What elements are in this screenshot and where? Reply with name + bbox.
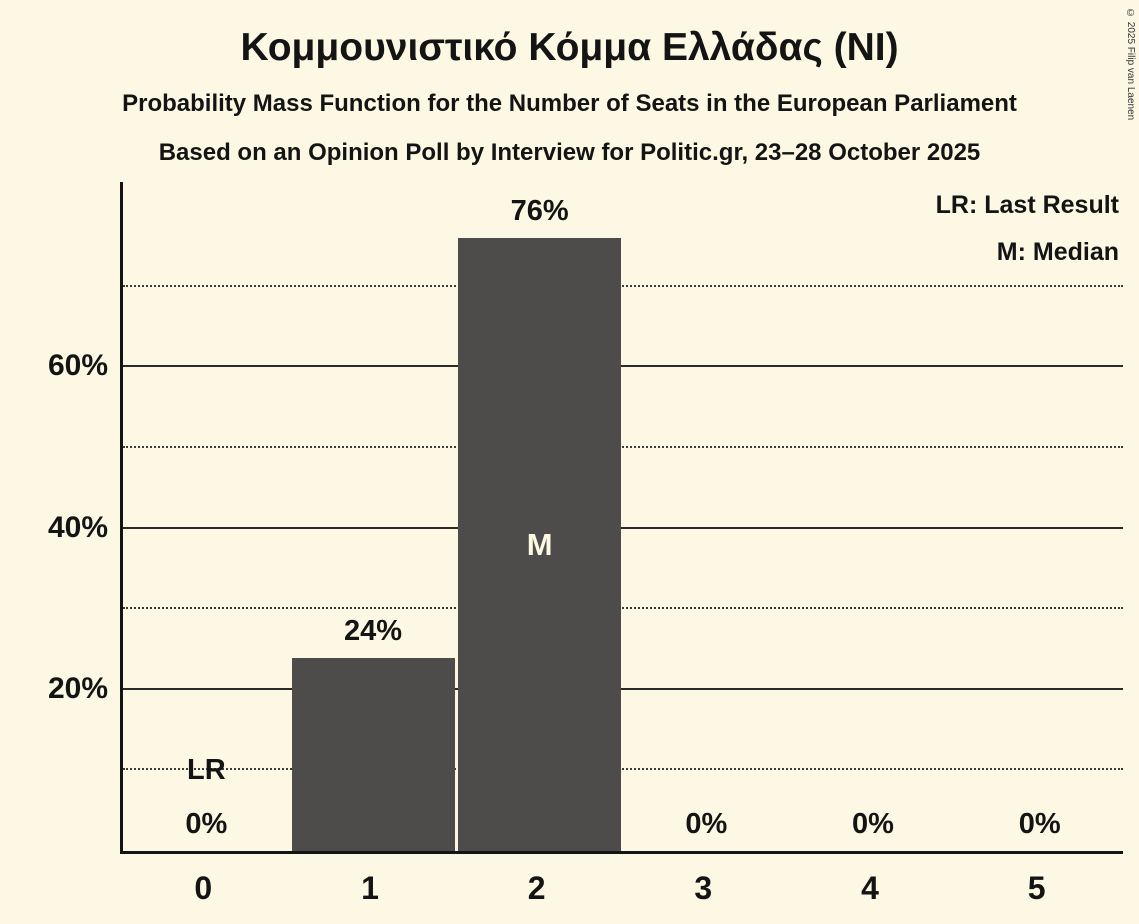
gridline-solid-60 [123,365,1123,368]
y-tick-label-20%: 20% [47,671,108,705]
gridline-dotted-10 [123,768,1123,771]
chart-title: Κομμουνιστικό Κόμμα Ελλάδας (NI) [240,26,899,69]
chart-source-line: Based on an Opinion Poll by Interview fo… [158,139,981,166]
copyright-notice: © 2025 Filip van Laenen [1125,8,1136,121]
bar-value-label-3: 0% [685,808,728,840]
x-tick-label-4: 4 [861,870,879,906]
gridline-solid-40 [123,526,1123,529]
bar-value-label-0: 0% [185,808,228,840]
bar-value-label-5: 0% [1018,808,1061,840]
bar-value-label-4: 0% [852,808,894,840]
y-tick-label-60%: 60% [47,349,108,383]
gridline-solid-20 [123,687,1123,690]
legend: LR: Last Result M: Median [936,182,1119,276]
median-label: M [526,526,553,562]
x-tick-label-0: 0 [194,870,213,906]
x-tick-label-3: 3 [694,870,713,906]
bar-value-label-1: 24% [343,614,402,647]
x-tick-label-2: 2 [527,870,546,906]
bar-seats-1 [291,657,455,851]
plot-area: 0% 24% M 76% 0% 0% 0% LR [120,182,1123,854]
y-tick-label-40%: 40% [47,510,108,544]
bar-seats-2: M [458,238,622,851]
last-result-label: LR [186,754,226,786]
legend-last-result: LR: Last Result [935,191,1119,219]
x-tick-label-5: 5 [1027,870,1046,906]
gridline-dotted-30 [123,607,1123,610]
legend-median: M: Median [996,238,1119,266]
x-tick-label-1: 1 [361,870,379,906]
chart-subtitle: Probability Mass Function for the Number… [122,90,1017,117]
gridline-dotted-50 [123,446,1123,448]
bar-value-label-2: 76% [510,195,569,228]
gridline-dotted-70 [123,284,1123,287]
